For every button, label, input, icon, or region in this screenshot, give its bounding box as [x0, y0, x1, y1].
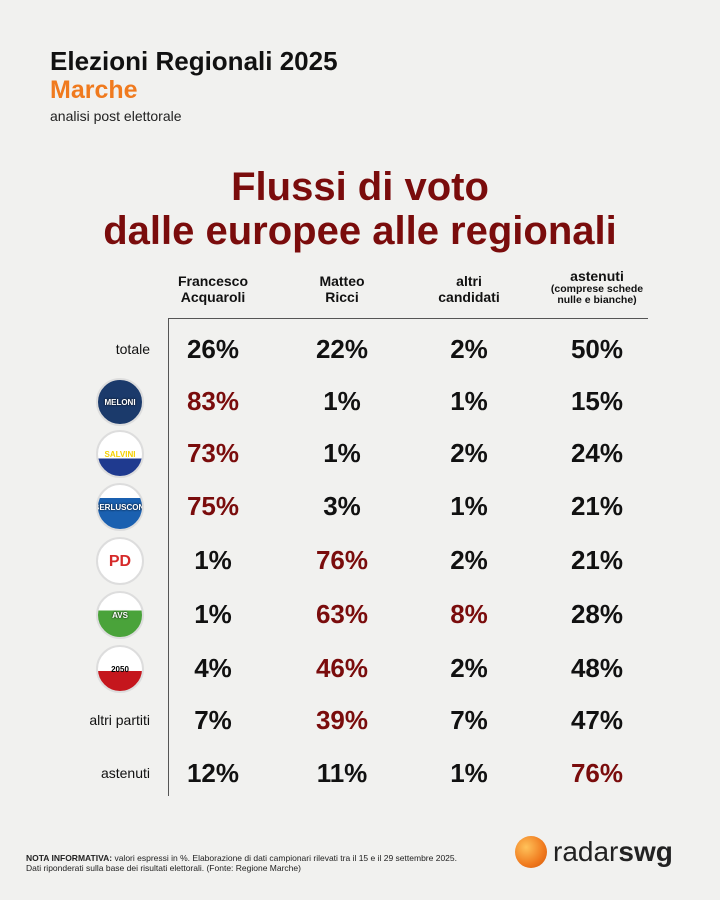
chart-title: Flussi di voto dalle europee alle region…	[0, 165, 720, 253]
value-cell: 21%	[570, 491, 624, 521]
header-divider	[168, 318, 648, 319]
party-logo: SALVINI	[96, 430, 144, 478]
header-region: Marche	[50, 76, 138, 104]
value-cell: 24%	[570, 438, 624, 468]
footnote: NOTA INFORMATIVA: valori espressi in %. …	[26, 853, 457, 873]
party-logo: PD	[96, 537, 144, 585]
value-cell: 75%	[186, 491, 240, 521]
row-label: astenuti	[100, 765, 150, 781]
value-cell: 50%	[570, 334, 624, 364]
column-header-altri-candidati: altri candidati	[438, 273, 500, 305]
table-row: BERLUSCONI 75% 3% 1% 21%	[0, 481, 720, 531]
value-cell: 83%	[186, 386, 240, 416]
value-cell: 1%	[450, 758, 488, 788]
value-cell: 12%	[186, 758, 240, 788]
value-cell: 76%	[315, 545, 369, 575]
table-row: 2050 4% 46% 2% 48%	[0, 643, 720, 693]
value-cell: 2%	[450, 438, 488, 468]
value-cell: 2%	[450, 334, 488, 364]
title-line-1: Flussi di voto	[231, 165, 489, 209]
title-line-2: dalle europee alle regionali	[103, 209, 617, 253]
value-cell: 1%	[323, 386, 361, 416]
value-cell: 3%	[323, 491, 361, 521]
value-cell: 7%	[450, 705, 488, 735]
value-cell: 8%	[450, 599, 488, 629]
table-row: MELONI 83% 1% 1% 15%	[0, 376, 720, 426]
value-cell: 11%	[316, 758, 368, 788]
globe-icon	[515, 836, 547, 868]
value-cell: 2%	[450, 653, 488, 683]
table-row: altri partiti 7% 39% 7% 47%	[0, 695, 720, 745]
value-cell: 39%	[315, 705, 369, 735]
table-row: totale 26% 22% 2% 50%	[0, 324, 720, 374]
value-cell: 7%	[194, 705, 232, 735]
value-cell: 47%	[570, 705, 624, 735]
value-cell: 1%	[194, 599, 232, 629]
value-cell: 26%	[186, 334, 240, 364]
value-cell: 15%	[570, 386, 624, 416]
table-row: SALVINI 73% 1% 2% 24%	[0, 428, 720, 478]
value-cell: 1%	[450, 491, 488, 521]
row-label: totale	[115, 341, 150, 357]
value-cell: 73%	[186, 438, 240, 468]
header-subtitle: analisi post elettorale	[50, 108, 182, 124]
value-cell: 76%	[570, 758, 624, 788]
value-cell: 1%	[323, 438, 361, 468]
value-cell: 2%	[450, 545, 488, 575]
value-cell: 46%	[315, 653, 369, 683]
table-row: astenuti 12% 11% 1% 76%	[0, 748, 720, 798]
value-cell: 1%	[194, 545, 232, 575]
party-logo: MELONI	[96, 378, 144, 426]
value-cell: 48%	[570, 653, 624, 683]
party-logo: 2050	[96, 645, 144, 693]
value-cell: 1%	[450, 386, 488, 416]
value-cell: 4%	[194, 653, 232, 683]
table-row: AVS 1% 63% 8% 28%	[0, 589, 720, 639]
party-logo: BERLUSCONI	[96, 483, 144, 531]
row-label: altri partiti	[89, 712, 150, 728]
value-cell: 28%	[570, 599, 624, 629]
label-divider	[168, 318, 169, 796]
table-row: PD 1% 76% 2% 21%	[0, 535, 720, 585]
radar-swg-logo: radarswg	[515, 836, 673, 868]
value-cell: 22%	[315, 334, 369, 364]
header-title: Elezioni Regionali 2025	[50, 46, 338, 76]
party-logo: AVS	[96, 591, 144, 639]
column-header-astenuti: astenuti (comprese schede nulle e bianche)	[550, 268, 644, 306]
value-cell: 63%	[315, 599, 369, 629]
value-cell: 21%	[570, 545, 624, 575]
column-header-acquaroli: Francesco Acquaroli	[177, 273, 249, 305]
column-header-ricci: Matteo Ricci	[319, 273, 365, 305]
